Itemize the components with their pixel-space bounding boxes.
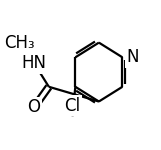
Text: N: N bbox=[126, 48, 139, 66]
Text: HN: HN bbox=[22, 54, 47, 72]
Text: O: O bbox=[28, 98, 41, 116]
Text: CH₃: CH₃ bbox=[4, 34, 35, 52]
Text: Cl: Cl bbox=[64, 97, 80, 115]
